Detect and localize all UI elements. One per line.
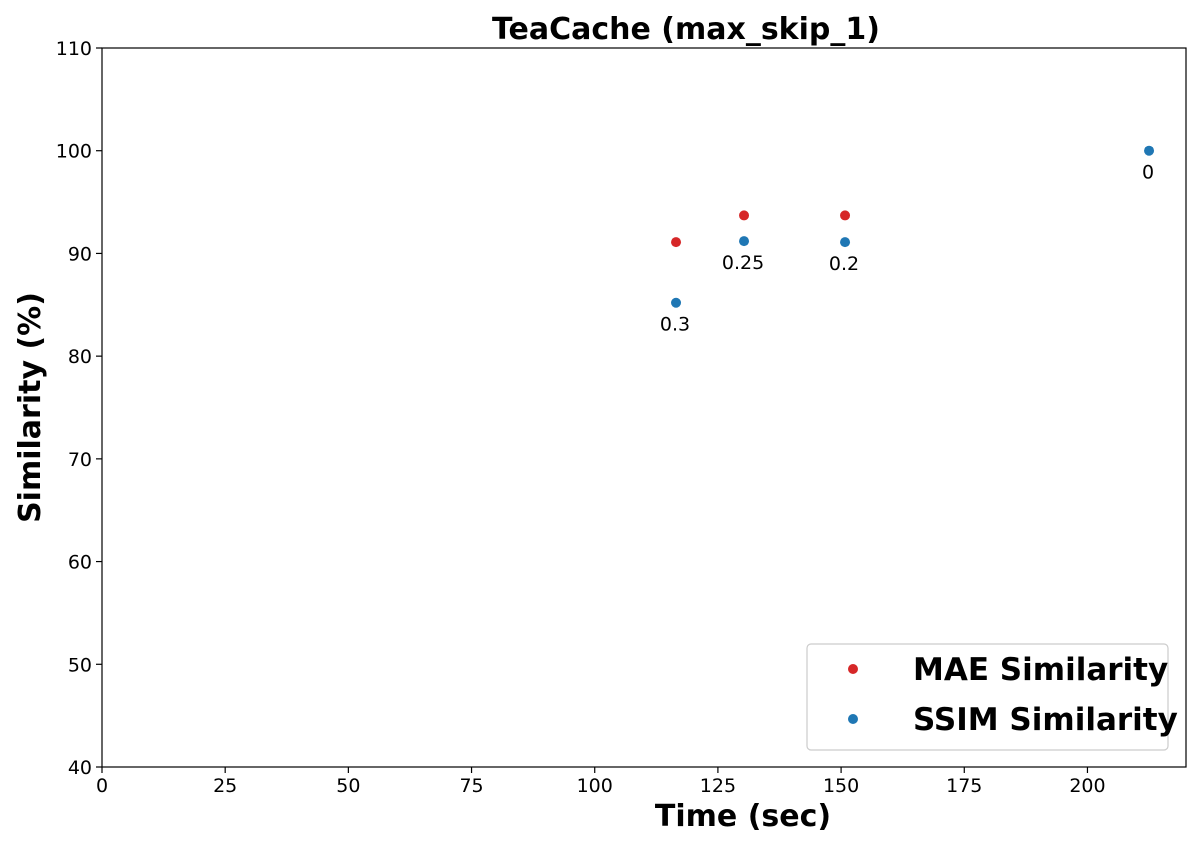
x-tick-label: 100 — [577, 775, 613, 797]
data-point — [840, 237, 851, 248]
data-point-label: 0.2 — [829, 253, 859, 275]
legend-label: SSIM Similarity — [913, 702, 1178, 738]
x-tick-label: 200 — [1069, 775, 1105, 797]
data-point-label: 0.3 — [660, 314, 690, 336]
x-tick-label: 125 — [700, 775, 736, 797]
y-tick-label: 100 — [56, 141, 92, 163]
x-tick-label: 25 — [213, 775, 237, 797]
chart-title: TeaCache (max_skip_1) — [492, 12, 880, 47]
axes-group: 0 25 50 75 100 125 150 175 200 40 50 60 70 80 90 100 110 — [56, 38, 1187, 797]
data-point-label: 0.25 — [722, 252, 764, 274]
x-tick-label: 0 — [96, 775, 108, 797]
x-axis-title: Time (sec) — [655, 799, 831, 834]
y-tick-label: 80 — [68, 346, 92, 368]
x-tick-label: 75 — [459, 775, 483, 797]
y-tick-label: 50 — [68, 654, 92, 676]
data-point-label: 0 — [1142, 162, 1154, 184]
marks-group: 0.3 0.25 0.2 0 — [660, 145, 1155, 336]
y-tick-label: 90 — [68, 243, 92, 265]
data-point — [739, 236, 750, 247]
legend-box — [806, 643, 1169, 751]
data-point — [840, 210, 851, 221]
legend-marker — [848, 714, 858, 724]
x-tick-label: 50 — [336, 775, 360, 797]
y-tick-label: 70 — [68, 449, 92, 471]
legend-label: MAE Similarity — [913, 652, 1168, 688]
y-tick-label: 110 — [56, 38, 92, 60]
x-tick-label: 175 — [946, 775, 982, 797]
x-tick-label: 150 — [823, 775, 859, 797]
y-axis-title: Similarity (%) — [13, 292, 48, 523]
legend: MAE Similarity SSIM Similarity — [806, 643, 1178, 751]
legend-marker — [848, 664, 858, 674]
data-point — [1144, 145, 1155, 156]
data-point — [671, 237, 682, 248]
y-tick-label: 40 — [68, 757, 92, 779]
data-point — [739, 210, 750, 221]
data-point — [671, 297, 682, 308]
plot-frame — [101, 47, 1187, 768]
y-tick-label: 60 — [68, 552, 92, 574]
